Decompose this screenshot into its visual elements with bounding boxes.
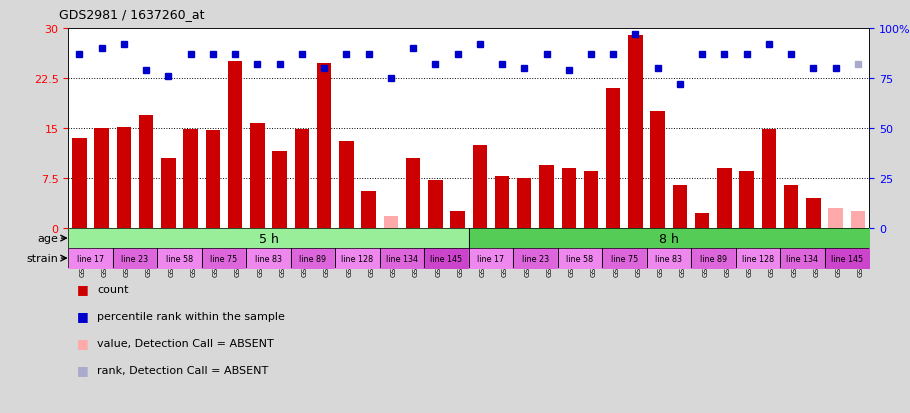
- Text: ■: ■: [77, 363, 89, 376]
- Bar: [495, 177, 510, 228]
- Text: line 128: line 128: [742, 254, 774, 263]
- Text: line 128: line 128: [341, 254, 373, 263]
- Text: line 58: line 58: [566, 254, 593, 263]
- Text: line 17: line 17: [77, 254, 104, 263]
- Text: line 134: line 134: [386, 254, 418, 263]
- Text: line 23: line 23: [521, 254, 549, 263]
- Bar: [339, 142, 353, 228]
- Bar: [139, 115, 153, 228]
- Bar: [361, 192, 376, 228]
- Text: line 17: line 17: [478, 254, 504, 263]
- Text: strain: strain: [26, 254, 58, 263]
- Bar: [272, 152, 287, 228]
- Bar: [384, 216, 398, 228]
- Bar: [428, 180, 442, 228]
- Bar: [651, 112, 665, 228]
- Bar: [695, 213, 710, 228]
- Bar: [250, 124, 265, 228]
- Text: percentile rank within the sample: percentile rank within the sample: [97, 311, 285, 321]
- Text: line 89: line 89: [299, 254, 327, 263]
- Bar: [206, 131, 220, 228]
- Text: count: count: [97, 284, 129, 294]
- Bar: [95, 129, 109, 228]
- Bar: [784, 185, 798, 228]
- Bar: [317, 64, 331, 228]
- Bar: [806, 199, 821, 228]
- Text: rank, Detection Call = ABSENT: rank, Detection Call = ABSENT: [97, 365, 268, 375]
- Text: ■: ■: [77, 309, 89, 323]
- Bar: [762, 130, 776, 228]
- Text: ■: ■: [77, 336, 89, 349]
- Text: line 145: line 145: [430, 254, 462, 263]
- Text: ■: ■: [77, 282, 89, 296]
- Bar: [184, 130, 197, 228]
- Bar: [228, 62, 242, 228]
- Bar: [450, 212, 465, 228]
- Text: line 83: line 83: [655, 254, 682, 263]
- Bar: [406, 159, 420, 228]
- Text: line 23: line 23: [121, 254, 148, 263]
- Text: 8 h: 8 h: [659, 232, 679, 245]
- Bar: [161, 159, 176, 228]
- Text: line 58: line 58: [166, 254, 193, 263]
- Text: age: age: [38, 233, 58, 244]
- Text: line 145: line 145: [831, 254, 863, 263]
- Bar: [828, 209, 843, 228]
- Bar: [717, 169, 732, 228]
- Text: 5 h: 5 h: [258, 232, 278, 245]
- Bar: [517, 178, 531, 228]
- Bar: [851, 212, 865, 228]
- Bar: [584, 172, 598, 228]
- Bar: [472, 145, 487, 228]
- Bar: [72, 139, 86, 228]
- Bar: [606, 89, 621, 228]
- Bar: [540, 165, 553, 228]
- Bar: [672, 185, 687, 228]
- Text: line 89: line 89: [700, 254, 727, 263]
- Text: line 134: line 134: [786, 254, 818, 263]
- Bar: [295, 130, 309, 228]
- Bar: [116, 127, 131, 228]
- Text: line 75: line 75: [210, 254, 238, 263]
- Bar: [740, 172, 753, 228]
- Bar: [561, 169, 576, 228]
- Text: line 83: line 83: [255, 254, 282, 263]
- Bar: [628, 36, 642, 228]
- Text: value, Detection Call = ABSENT: value, Detection Call = ABSENT: [97, 338, 274, 348]
- Text: GDS2981 / 1637260_at: GDS2981 / 1637260_at: [59, 8, 205, 21]
- Text: line 75: line 75: [611, 254, 638, 263]
